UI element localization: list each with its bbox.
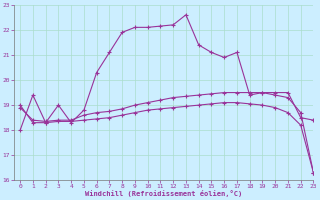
X-axis label: Windchill (Refroidissement éolien,°C): Windchill (Refroidissement éolien,°C) bbox=[85, 190, 242, 197]
